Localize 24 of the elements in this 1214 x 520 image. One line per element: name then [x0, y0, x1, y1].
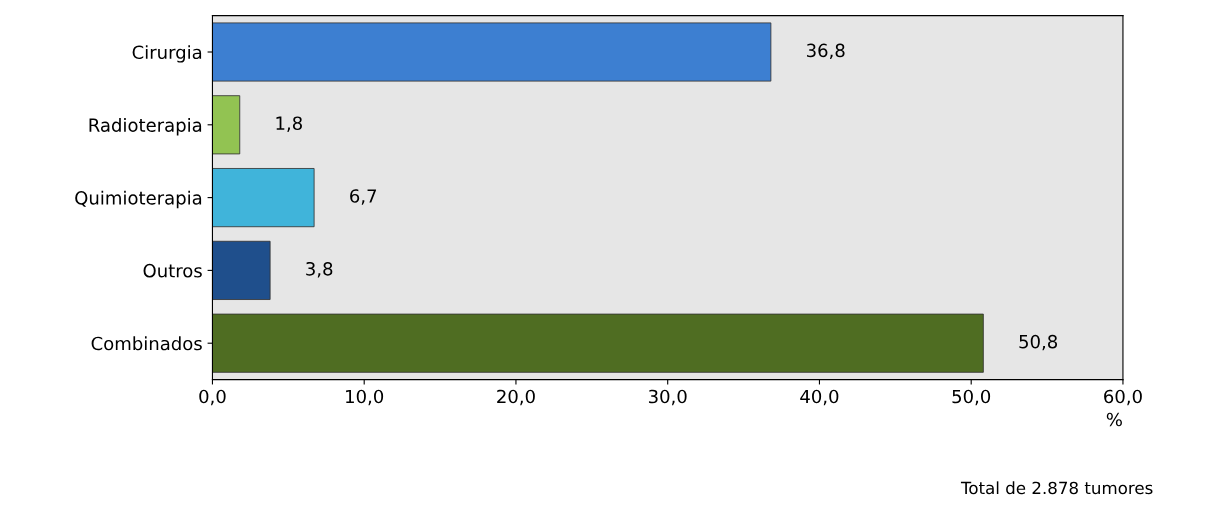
y-tick-label: Cirurgia [132, 45, 202, 63]
y-tick-label: Combinados [91, 336, 202, 351]
x-tick-label: 0,0 [199, 389, 226, 406]
bar [212, 22, 772, 82]
y-tick-label: Quimioterapia [75, 190, 202, 209]
x-tick-label: 40,0 [800, 389, 839, 406]
x-tick-label: 30,0 [648, 389, 687, 406]
data-label: 3,8 [306, 261, 333, 278]
x-tick-label: 20,0 [497, 389, 535, 406]
data-label: 36,8 [806, 43, 845, 60]
x-tick-label: 10,0 [346, 389, 384, 406]
x-axis-title: % [1106, 412, 1122, 427]
x-tick-label: 60,0 [1104, 389, 1142, 406]
data-label: 1,8 [276, 116, 302, 132]
x-tick-label: 50,0 [952, 389, 991, 406]
y-tick-label: Radioterapia [89, 117, 202, 136]
text: Total de 2.878 tumores [960, 481, 1153, 495]
y-tick-label: Outros [143, 263, 202, 278]
bar [212, 95, 241, 155]
data-label: 50,8 [1019, 334, 1058, 351]
data-label: 6,7 [350, 189, 377, 205]
bar [212, 240, 271, 300]
bar [212, 168, 315, 228]
bar [212, 313, 984, 373]
